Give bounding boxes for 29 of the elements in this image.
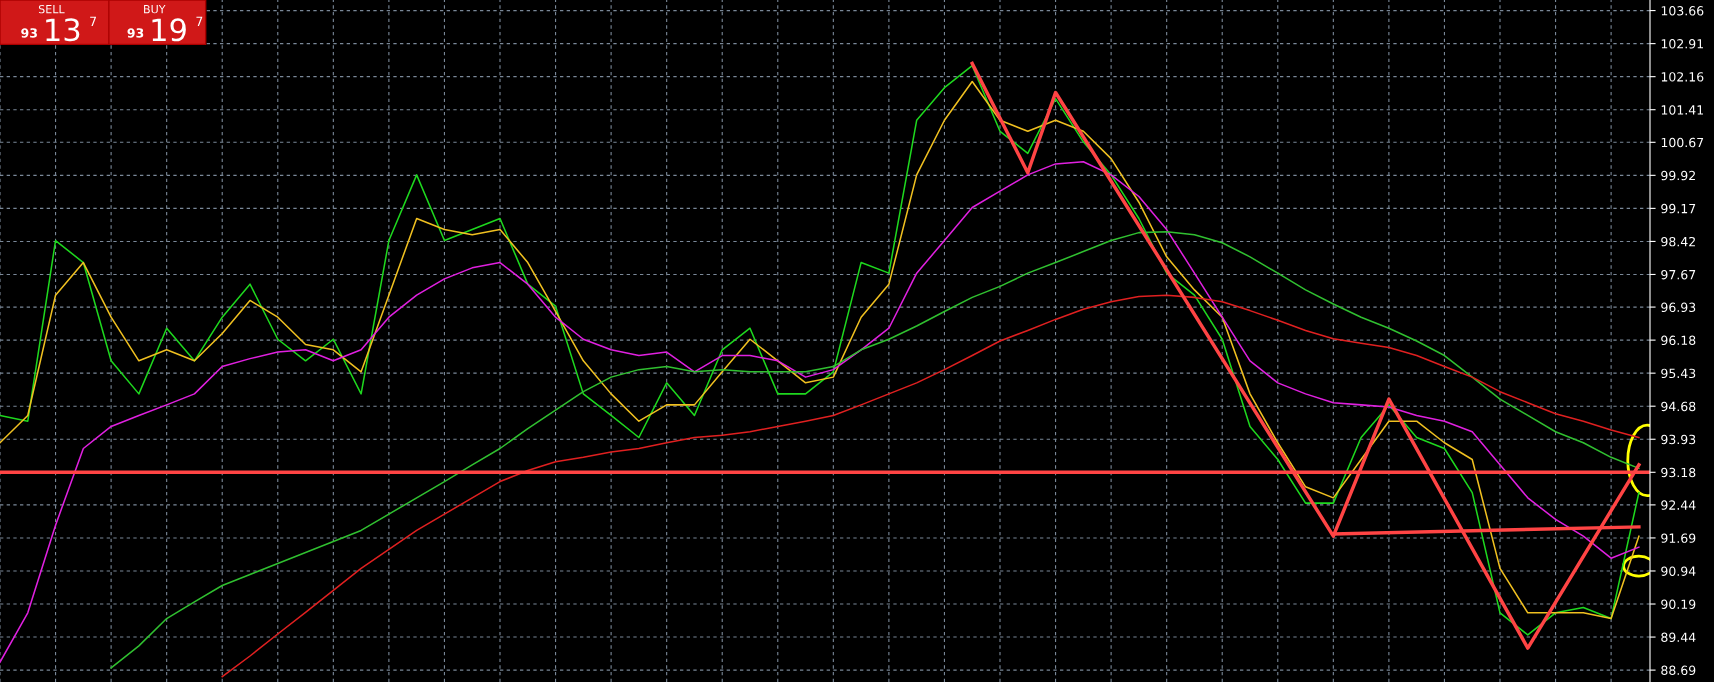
annotation: 13 [46,18,80,42]
y-tick-label: 88.69 [1661,665,1696,676]
y-tick-label: 100.67 [1661,137,1704,148]
y-tick-label: 93.93 [1661,434,1696,445]
y-tick-label: 102.16 [1661,72,1704,82]
y-tick-label: 89.44 [1661,632,1696,642]
y-tick-label: 91.69 [1661,533,1696,543]
annotation: BUY [144,5,166,14]
annotation: 7 [90,16,97,26]
y-tick-label: 98.42 [1661,236,1695,247]
annotation: 19 [152,18,186,42]
y-tick-label: 99.92 [1661,170,1695,181]
y-tick-label: 99.17 [1661,203,1696,214]
y-tick-label: 90.94 [1661,566,1696,576]
annotation: 93 [21,28,37,38]
y-tick-label: 94.68 [1661,401,1696,412]
y-tick-label: 96.18 [1661,335,1696,346]
y-tick-label: 93.18 [1661,467,1696,478]
y-tick-label: 92.44 [1661,500,1696,510]
y-tick-label: 95.43 [1661,368,1696,379]
y-tick-label: 90.19 [1661,599,1696,609]
y-tick-label: 102.91 [1661,39,1703,49]
annotation: 7 [196,16,203,26]
y-tick-label: 97.67 [1661,269,1696,280]
y-tick-label: 101.41 [1661,105,1703,115]
annotation: 93 [127,28,144,38]
annotation: SELL [38,4,65,14]
y-tick-label: 103.66 [1661,6,1704,16]
y-tick-label: 96.93 [1661,302,1696,312]
